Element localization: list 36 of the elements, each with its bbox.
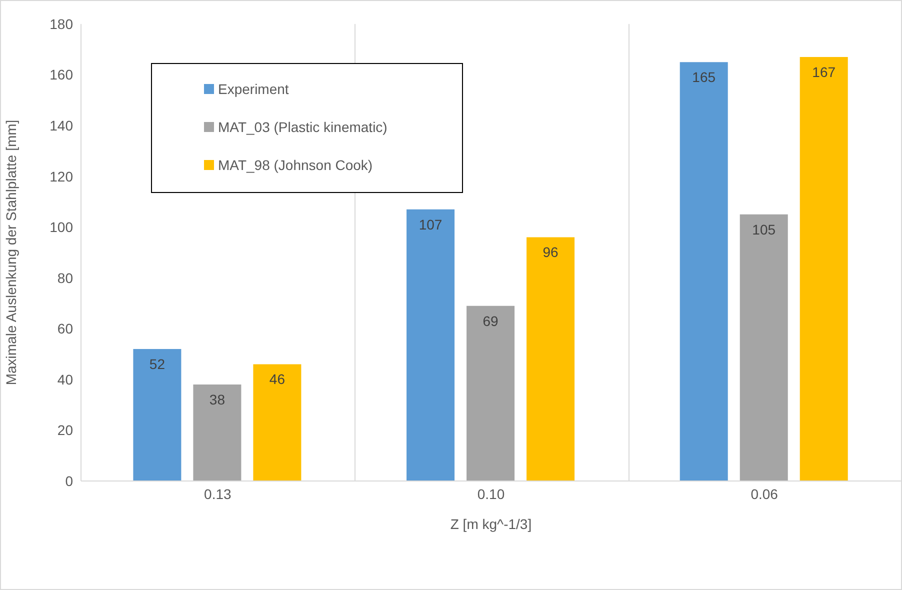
y-tick-label: 140 [50,118,74,134]
legend-label: Experiment [218,81,289,97]
bar [526,237,575,481]
data-label: 167 [812,64,836,80]
bar [800,57,848,481]
bar [253,364,302,481]
data-label: 38 [209,391,226,408]
y-tick-label: 160 [50,66,74,83]
y-tick-label: 180 [50,16,74,32]
legend-label: MAT_98 (Johnson Cook) [218,157,373,173]
bar [406,209,455,481]
data-label: 69 [482,312,499,329]
data-label: 165 [692,69,716,86]
x-axis-title: Z [m kg^-1/3] [450,516,532,532]
y-tick-label: 0 [65,472,74,489]
y-tick-label: 40 [57,371,74,388]
bar [740,214,788,481]
data-label: 46 [269,371,286,388]
bar [466,306,515,481]
data-label: 105 [752,221,776,238]
bar [133,348,182,481]
bar [193,384,242,481]
y-tick-label: 100 [50,219,74,236]
x-tick-label: 0.06 [750,486,778,502]
y-tick-label: 120 [50,168,74,184]
legend-label: MAT_03 (Plastic kinematic) [218,119,388,135]
y-tick-label: 60 [57,320,74,337]
y-tick-label: 20 [57,422,74,438]
x-tick-label: 0.10 [477,486,505,502]
data-label: 107 [418,216,442,232]
y-axis-title: Maximale Auslenkung der Stahlplatte [mm] [2,120,19,386]
data-label: 52 [149,356,166,372]
x-tick-label: 0.13 [204,486,232,502]
y-tick-label: 80 [57,270,74,286]
bar [680,62,728,481]
data-label: 96 [542,244,559,260]
